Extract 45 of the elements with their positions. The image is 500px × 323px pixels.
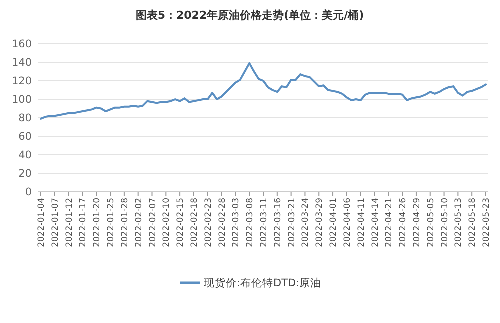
x-tick-label: 2022-02-28 xyxy=(218,198,228,248)
y-tick-label: 100 xyxy=(12,94,32,106)
x-tick-label: 2022-02-07 xyxy=(148,198,158,248)
x-tick-label: 2022-05-23 xyxy=(482,198,492,248)
x-tick-label: 2022-02-23 xyxy=(204,198,214,248)
x-tick-label: 2022-01-12 xyxy=(64,198,75,248)
x-tick-label: 2022-05-13 xyxy=(454,198,464,248)
x-tick-label: 2022-03-03 xyxy=(232,198,242,248)
y-tick-label: 80 xyxy=(18,112,32,125)
y-tick-label: 60 xyxy=(18,131,32,144)
x-tick-label: 2022-02-18 xyxy=(190,198,200,248)
y-tick-label: 40 xyxy=(18,150,32,162)
x-tick-label: 2022-01-04 xyxy=(37,198,47,248)
y-tick-label: 160 xyxy=(12,38,32,51)
y-tick-label: 20 xyxy=(18,168,32,180)
y-tick-label: 140 xyxy=(12,57,32,70)
x-tick-label: 2022-03-16 xyxy=(273,198,284,248)
x-tick-label: 2022-04-06 xyxy=(342,198,353,248)
x-tick-label: 2022-02-02 xyxy=(134,198,144,248)
x-tick-label: 2022-04-14 xyxy=(370,198,381,248)
x-tick-label: 2022-05-05 xyxy=(426,198,436,248)
x-tick-label: 2022-03-21 xyxy=(287,198,298,248)
legend-label: 现货价:布伦特DTD:原油 xyxy=(204,276,322,290)
x-tick-label: 2022-03-24 xyxy=(301,198,312,248)
x-tick-label: 2022-03-29 xyxy=(315,198,326,248)
x-tick-label: 2022-03-08 xyxy=(246,198,256,248)
y-tick-label: 0 xyxy=(25,186,32,199)
x-tick-label: 2022-04-01 xyxy=(329,198,340,248)
x-tick-label: 2022-02-15 xyxy=(176,198,186,248)
x-tick-label: 2022-01-25 xyxy=(106,198,117,248)
x-tick-label: 2022-01-28 xyxy=(120,198,130,248)
x-tick-label: 2022-04-26 xyxy=(398,198,409,248)
chart-title: 图表5：2022年原油价格走势(单位：美元/桶) xyxy=(136,9,364,22)
x-tick-label: 2022-05-18 xyxy=(468,198,478,248)
x-tick-label: 2022-02-10 xyxy=(162,198,172,248)
x-tick-label: 2022-01-20 xyxy=(92,198,103,248)
x-tick-label: 2022-01-07 xyxy=(50,198,61,248)
x-tick-label: 2022-05-10 xyxy=(440,198,450,248)
y-tick-label: 120 xyxy=(12,76,32,88)
x-tick-label: 2022-04-21 xyxy=(384,198,395,248)
line-series xyxy=(40,62,487,120)
x-tick-label: 2022-04-11 xyxy=(356,198,367,248)
x-tick-label: 2022-03-11 xyxy=(260,198,270,248)
x-tick-label: 2022-04-29 xyxy=(412,198,422,248)
x-tick-label: 2022-01-17 xyxy=(78,198,89,248)
